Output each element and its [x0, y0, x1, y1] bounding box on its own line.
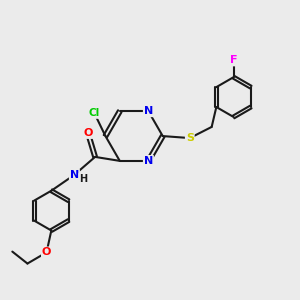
Text: F: F: [230, 56, 237, 65]
Text: N: N: [70, 170, 79, 180]
Text: H: H: [79, 174, 87, 184]
Text: S: S: [186, 133, 194, 143]
Text: N: N: [144, 106, 153, 116]
Text: O: O: [42, 248, 51, 257]
Text: Cl: Cl: [89, 108, 100, 118]
Text: N: N: [144, 156, 153, 166]
Text: O: O: [83, 128, 93, 138]
